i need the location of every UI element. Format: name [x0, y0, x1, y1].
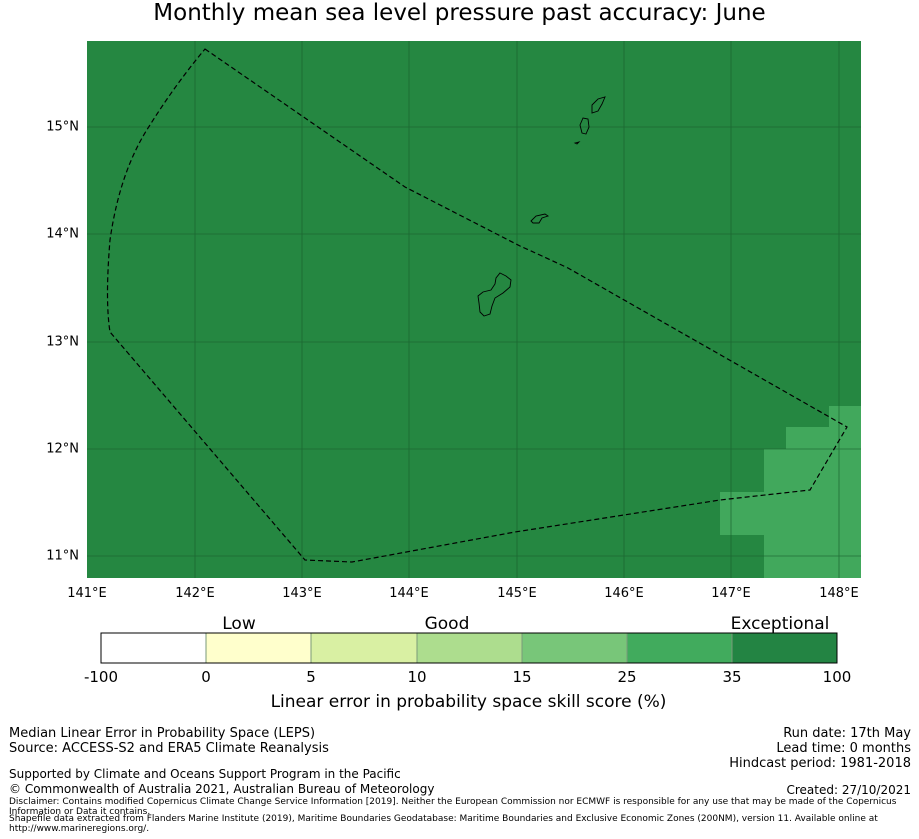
map-title: Monthly mean sea level pressure past acc…: [153, 0, 766, 26]
lighter-cells: [720, 406, 861, 578]
lon-tick-label: 143°E: [282, 586, 322, 601]
colorbar-category-low: Low: [222, 614, 256, 634]
island-rota: [530, 213, 550, 224]
footer-copyright-line: © Commonwealth of Australia 2021, Austra…: [9, 782, 435, 796]
lon-tick-label: 148°E: [819, 586, 859, 601]
colorbar-title: Linear error in probability space skill …: [270, 692, 667, 712]
island-saipan: [591, 96, 606, 114]
hindcast-period: Hindcast period: 1981-2018: [729, 756, 911, 771]
colorbar-category-good: Good: [424, 614, 470, 634]
lighter-cell: [829, 406, 861, 578]
lat-tick-label: 15°N: [46, 119, 79, 135]
colorbar: [100, 632, 838, 664]
colorbar-frame: [100, 632, 838, 664]
lon-tick-label: 144°E: [389, 586, 429, 601]
colorbar-tick-label: 5: [306, 668, 316, 686]
lat-tick-label: 14°N: [46, 226, 79, 242]
colorbar-tick-label: -100: [83, 668, 119, 686]
colorbar-tick-label: 0: [201, 668, 211, 686]
lighter-cell: [720, 492, 764, 535]
lon-tick-label: 141°E: [67, 586, 107, 601]
lead-time: Lead time: 0 months: [776, 741, 911, 756]
created-date: Created: 27/10/2021: [786, 783, 911, 797]
colorbar-segment: [417, 633, 522, 663]
lon-tick-label: 145°E: [497, 586, 537, 601]
footer-source-line: Source: ACCESS-S2 and ERA5 Climate Reana…: [9, 741, 329, 756]
colorbar-segment: [522, 633, 627, 663]
run-date: Run date: 17th May: [783, 726, 911, 741]
gridlines: [87, 41, 861, 578]
colorbar-category-exceptional: Exceptional: [730, 614, 830, 634]
footer-shapefile-credit: Shapefile data extracted from Flanders M…: [9, 814, 878, 834]
footer-leps-line: Median Linear Error in Probability Space…: [9, 726, 316, 741]
lighter-cell: [764, 449, 786, 578]
lighter-cell: [786, 427, 829, 578]
colorbar-tick-label: 10: [407, 668, 427, 686]
island-aguijan: [573, 141, 581, 145]
lat-tick-label: 12°N: [46, 441, 79, 457]
colorbar-segment: [627, 633, 732, 663]
lon-tick-label: 146°E: [604, 586, 644, 601]
footer-supported-line: Supported by Climate and Oceans Support …: [9, 767, 401, 781]
colorbar-tick-label: 100: [822, 668, 852, 686]
islands: [477, 96, 606, 317]
lon-tick-label: 142°E: [175, 586, 215, 601]
colorbar-segment: [732, 633, 837, 663]
colorbar-tick-label: 35: [722, 668, 742, 686]
island-guam: [477, 272, 512, 317]
eez-boundary: [106, 48, 848, 563]
colorbar-tick-label: 15: [512, 668, 532, 686]
colorbar-tick-label: 25: [617, 668, 637, 686]
colorbar-segment: [311, 633, 417, 663]
island-tinian: [579, 117, 590, 135]
lat-tick-label: 11°N: [46, 548, 79, 564]
colorbar-segment: [101, 633, 206, 663]
map-background: [87, 41, 861, 578]
colorbar-segment: [206, 633, 311, 663]
lat-tick-label: 13°N: [46, 334, 79, 350]
footer-disclaimer: Disclaimer: Contains modified Copernicus…: [9, 797, 897, 817]
lon-tick-label: 147°E: [711, 586, 751, 601]
